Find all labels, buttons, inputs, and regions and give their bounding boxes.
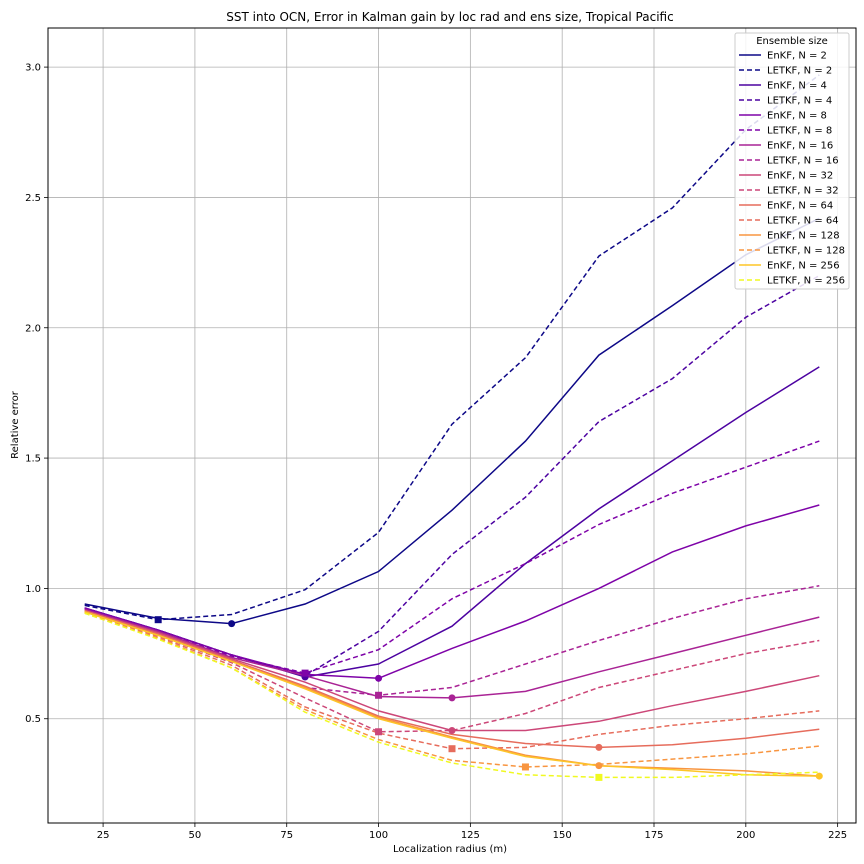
x-tick-label: 225: [828, 830, 847, 841]
grid: [48, 28, 856, 823]
series-marker-circle: [815, 772, 823, 780]
legend-label: LETKF, N = 16: [767, 156, 839, 167]
series-marker-circle: [448, 726, 456, 734]
legend-label: EnKF, N = 128: [767, 231, 840, 242]
y-axis-ticks: 0.5 1.0 1.5 2.0 2.5 3.0: [25, 63, 48, 725]
legend-label: EnKF, N = 2: [767, 51, 827, 62]
legend-title: Ensemble size: [756, 36, 828, 47]
series-line: [84, 611, 820, 733]
series-marker-circle: [228, 620, 236, 628]
legend-label: LETKF, N = 128: [767, 246, 845, 257]
legend-label: LETKF, N = 8: [767, 126, 832, 137]
y-tick-label: 1.5: [25, 454, 41, 465]
legend-label: LETKF, N = 64: [767, 216, 839, 227]
series-marker-square: [375, 691, 383, 699]
series-marker-square: [301, 669, 309, 677]
legend-label: LETKF, N = 256: [767, 276, 845, 287]
series-line: [84, 504, 820, 680]
series-line: [84, 217, 820, 625]
y-tick-label: 3.0: [25, 63, 41, 74]
legend-box: [734, 32, 850, 290]
series-marker-square: [595, 773, 603, 781]
y-tick-label: 2.0: [25, 323, 41, 334]
series-marker-square: [448, 745, 456, 753]
legend-label: LETKF, N = 4: [767, 96, 832, 107]
series-line: [84, 612, 820, 779]
legend-label: LETKF, N = 32: [767, 186, 839, 197]
x-axis-ticks: 25 50 75 100 125 150 175 200 225: [97, 823, 847, 841]
series-marker-circle: [595, 743, 603, 751]
series-marker-circle: [595, 762, 603, 770]
y-tick-label: 2.5: [25, 193, 41, 204]
series-line: [84, 611, 820, 777]
plot-frame: [47, 27, 857, 824]
x-tick-label: 50: [189, 830, 202, 841]
y-axis-label: Relative error: [10, 390, 21, 459]
legend-label: EnKF, N = 64: [767, 201, 833, 212]
series-marker-square: [154, 616, 162, 624]
chart-title: SST into OCN, Error in Kalman gain by lo…: [226, 10, 673, 24]
legend-label: EnKF, N = 4: [767, 81, 827, 92]
x-tick-label: 100: [369, 830, 388, 841]
legend-label: EnKF, N = 32: [767, 171, 833, 182]
y-tick-label: 1.0: [25, 584, 41, 595]
x-tick-label: 25: [97, 830, 110, 841]
series-marker-circle: [375, 674, 383, 682]
series-line: [84, 440, 820, 674]
series-marker-square: [375, 728, 383, 736]
legend-label: LETKF, N = 2: [767, 66, 832, 77]
x-tick-label: 200: [736, 830, 755, 841]
x-axis-label: Localization radius (m): [393, 844, 507, 855]
x-tick-label: 150: [553, 830, 572, 841]
x-tick-label: 175: [644, 830, 663, 841]
x-tick-label: 75: [280, 830, 293, 841]
legend-label: EnKF, N = 256: [767, 261, 840, 272]
series-line: [84, 74, 820, 621]
legend-label: EnKF, N = 8: [767, 111, 827, 122]
legend-label: EnKF, N = 16: [767, 141, 833, 152]
series-line: [84, 609, 820, 749]
y-tick-label: 0.5: [25, 714, 41, 725]
series-marker-circle: [448, 694, 456, 702]
series-markers: [154, 616, 823, 781]
x-tick-label: 125: [461, 830, 480, 841]
series-marker-square: [521, 763, 529, 771]
legend-items: EnKF, N = 2 LETKF, N = 2 EnKF, N = 4 LETKF,…: [739, 51, 845, 287]
